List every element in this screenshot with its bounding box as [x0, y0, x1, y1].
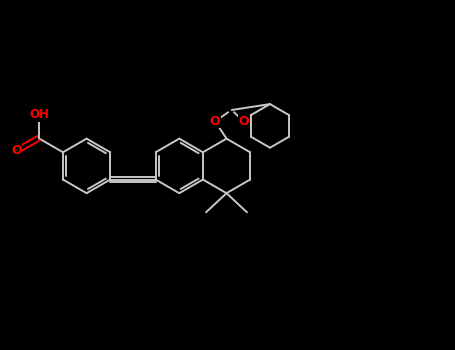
- Text: O: O: [210, 115, 221, 128]
- Text: O: O: [11, 144, 21, 156]
- Text: O: O: [238, 115, 249, 128]
- Text: OH: OH: [30, 108, 50, 121]
